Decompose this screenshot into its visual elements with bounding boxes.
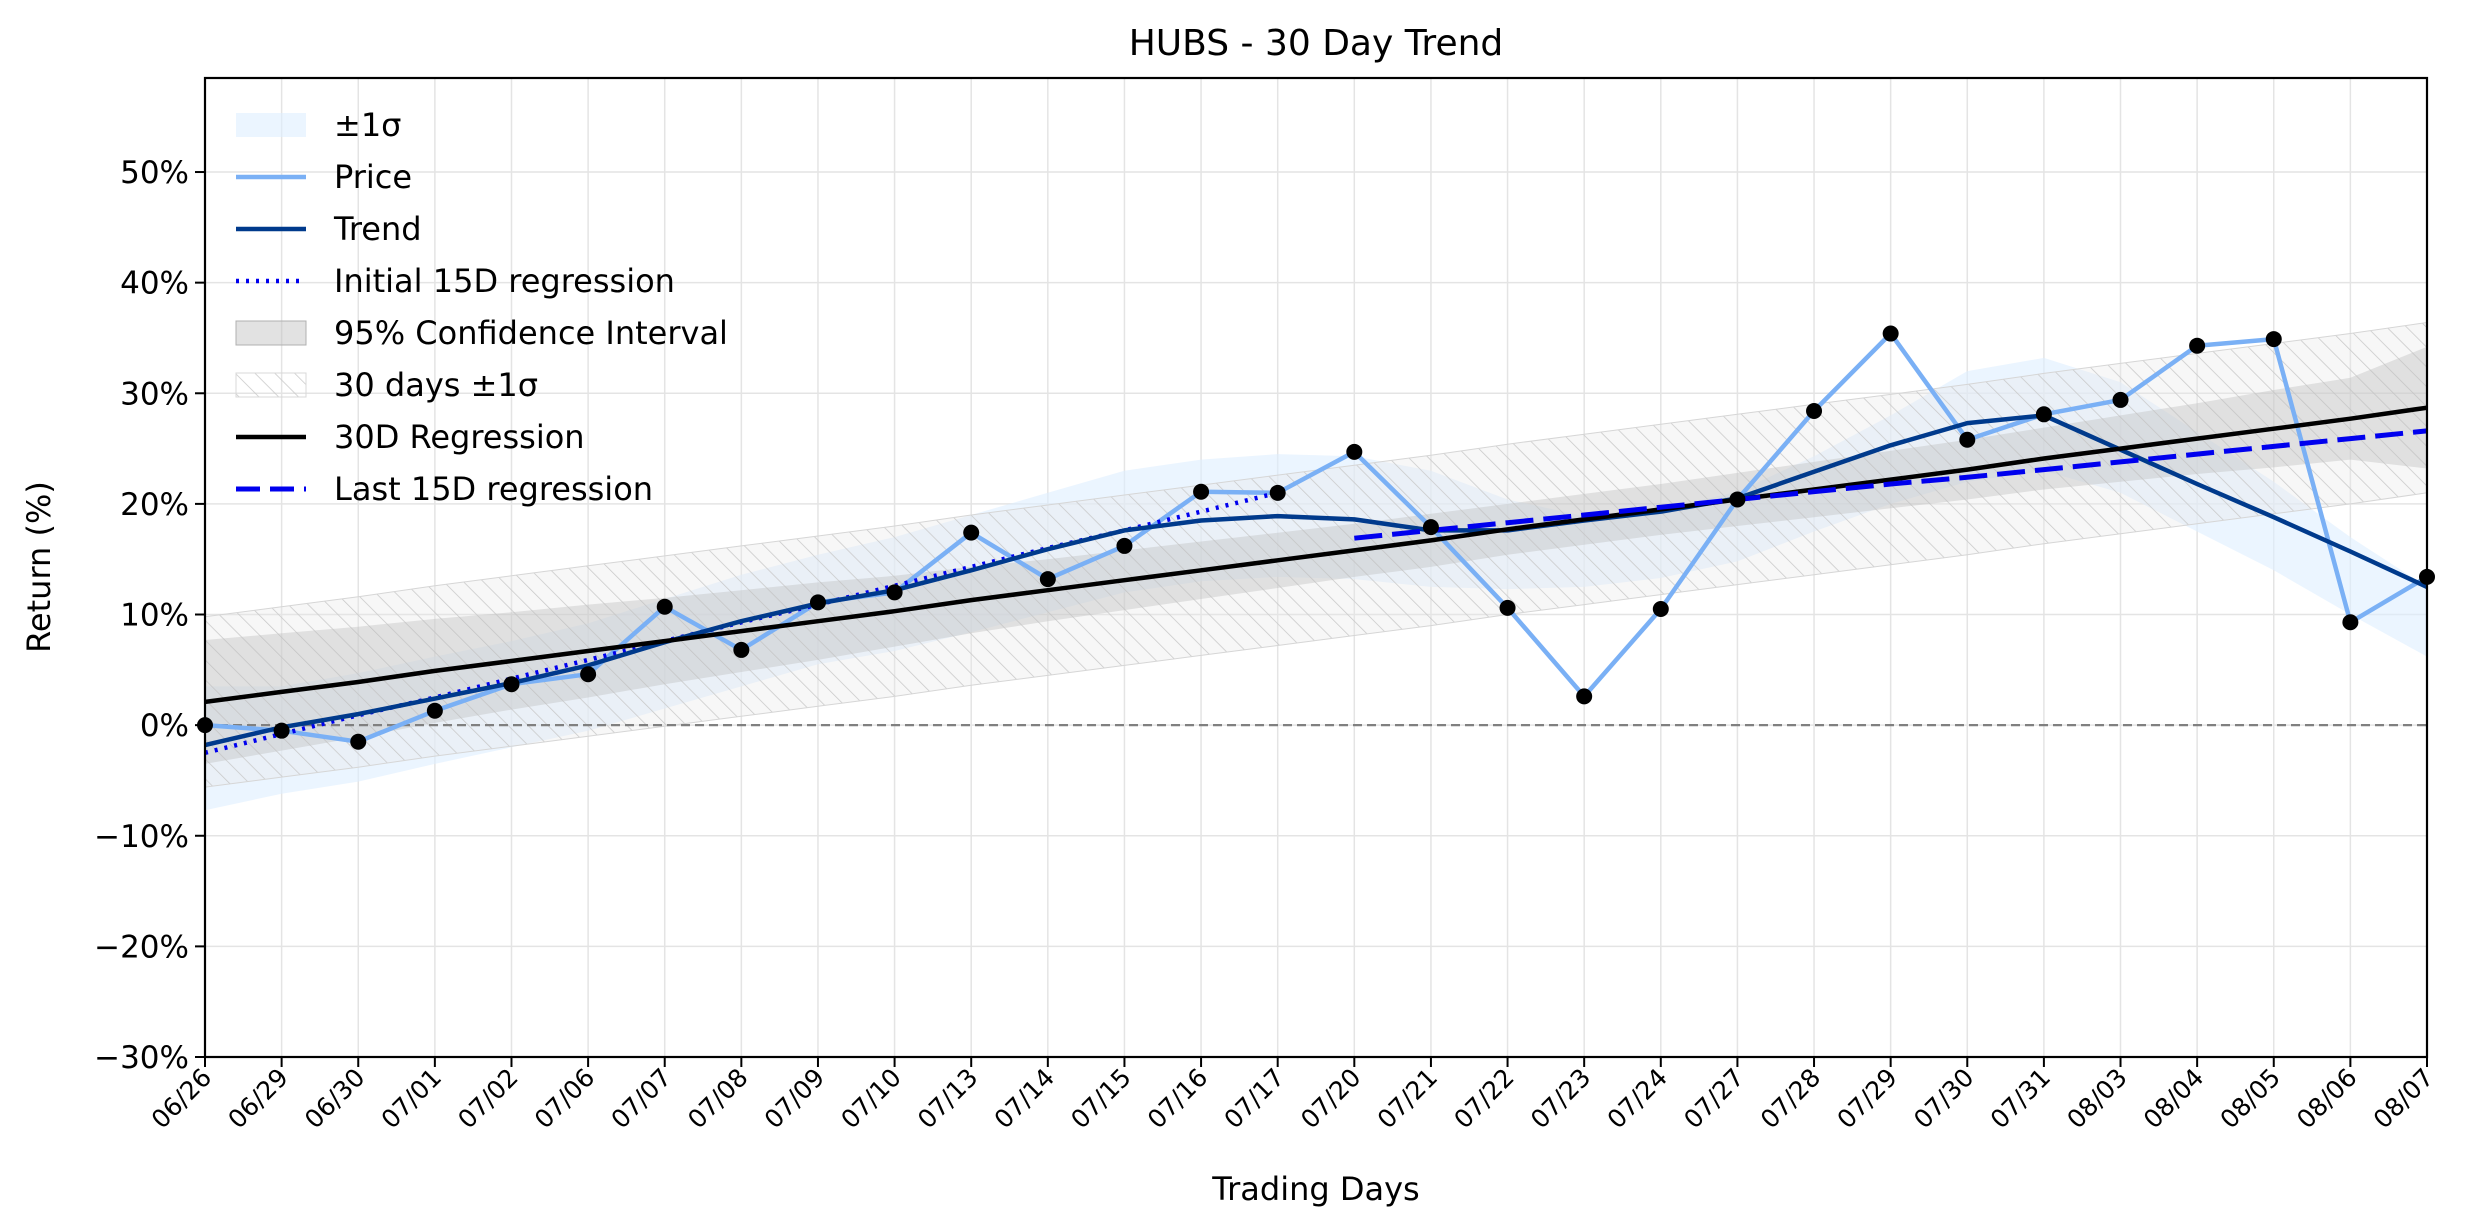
plot-frame [203, 76, 2429, 1059]
price-point [1346, 443, 1363, 460]
price-point [1116, 537, 1133, 554]
x-tick-label: 07/13 [912, 1063, 983, 1134]
x-tick-label: 07/29 [1831, 1063, 1902, 1134]
x-tick-label: 08/05 [2215, 1063, 2286, 1134]
series-last-15d-regression [1354, 428, 2427, 541]
x-tick-label: 07/27 [1678, 1063, 1749, 1134]
price-point [2112, 391, 2129, 408]
price-point [1882, 325, 1899, 342]
x-tick-label: 06/30 [299, 1063, 370, 1134]
price-point [733, 641, 750, 658]
legend-label: 30D Regression [334, 418, 585, 456]
x-tick-label: 07/20 [1295, 1063, 1366, 1134]
x-tick-label: 07/09 [759, 1063, 830, 1134]
price-point [426, 702, 443, 719]
price-point [580, 666, 597, 683]
legend-swatch [236, 113, 306, 137]
y-tick-label: 10% [120, 598, 189, 634]
y-tick-label: −30% [94, 1040, 189, 1076]
price-point [886, 584, 903, 601]
price-point [1269, 484, 1286, 501]
y-axis-label: Return (%) [20, 481, 58, 653]
y-tick-label: 40% [120, 266, 189, 302]
x-tick-label: 07/24 [1602, 1063, 1673, 1134]
price-point [1652, 600, 1669, 617]
price-point [809, 594, 826, 611]
x-tick-label: 08/04 [2138, 1063, 2209, 1134]
price-point [1729, 491, 1746, 508]
price-point [2189, 337, 2206, 354]
legend-label: 95% Confidence Interval [334, 314, 728, 352]
y-tick-label: 30% [120, 376, 189, 412]
x-tick-label: 06/29 [222, 1063, 293, 1134]
x-tick-label: 07/01 [376, 1063, 447, 1134]
x-tick-label: 07/15 [1065, 1063, 1136, 1134]
price-point [1039, 571, 1056, 588]
x-tick-label: 07/07 [606, 1063, 677, 1134]
y-tick-label: 0% [140, 708, 189, 744]
legend-label: 30 days ±1σ [334, 366, 538, 404]
y-tick-label: −10% [94, 819, 189, 855]
legend-label: Trend [333, 210, 422, 248]
x-tick-label: 08/07 [2368, 1063, 2439, 1134]
price-point [963, 524, 980, 541]
y-tick-label: 50% [120, 155, 189, 191]
x-tick-label: 07/14 [989, 1063, 1060, 1134]
legend-swatch [235, 372, 307, 398]
y-tick-label: −20% [94, 929, 189, 965]
price-point [1422, 519, 1439, 536]
x-tick-label: 08/03 [2061, 1063, 2132, 1134]
chart-title: HUBS - 30 Day Trend [1129, 23, 1504, 64]
x-tick-label: 07/31 [1985, 1063, 2056, 1134]
price-point [503, 676, 520, 693]
price-point [2035, 406, 2052, 423]
legend: ±1σ Price Trend Initial 15D regression 95% C… [235, 106, 728, 508]
series-lines [205, 331, 2427, 755]
price-point [1806, 402, 1823, 419]
x-tick-label: 07/21 [1372, 1063, 1443, 1134]
price-point [1959, 431, 1976, 448]
price-points [197, 325, 2435, 750]
x-tick-label: 07/02 [452, 1063, 523, 1134]
legend-label: Price [334, 158, 412, 196]
legend-swatch [235, 320, 307, 346]
x-tick-label: 07/17 [1218, 1063, 1289, 1134]
y-axis: −30% −20% −10% 0% 10% 20% 30% 40% 50% [94, 155, 205, 1076]
x-tick-label: 07/23 [1525, 1063, 1596, 1134]
price-point [1499, 599, 1516, 616]
price-point [273, 722, 290, 739]
x-tick-label: 07/22 [1448, 1063, 1519, 1134]
legend-label: ±1σ [334, 106, 401, 144]
price-point [1576, 688, 1593, 705]
x-tick-label: 07/10 [835, 1063, 906, 1134]
x-axis-label: Trading Days [1211, 1170, 1419, 1208]
series-trend-line [205, 413, 2427, 748]
x-tick-label: 07/08 [682, 1063, 753, 1134]
x-tick-label: 07/16 [1142, 1063, 1213, 1134]
price-point [2265, 331, 2282, 348]
price-point [656, 598, 673, 615]
x-tick-label: 07/30 [1908, 1063, 1979, 1134]
price-point [350, 733, 367, 750]
bands [205, 321, 2427, 811]
legend-label: Initial 15D regression [334, 262, 675, 300]
y-tick-label: 20% [120, 487, 189, 523]
legend-label: Last 15D regression [334, 470, 653, 508]
x-tick-label: 07/06 [529, 1063, 600, 1134]
price-point [2342, 614, 2359, 631]
series-30d-regression [205, 405, 2427, 705]
x-tick-label: 08/06 [2291, 1063, 2362, 1134]
x-tick-label: 07/28 [1755, 1063, 1826, 1134]
price-point [1193, 483, 1210, 500]
x-axis: 06/26 06/29 06/30 07/01 07/02 07/06 07/07 07/08… [146, 1057, 2439, 1134]
series-price-line [205, 331, 2427, 744]
